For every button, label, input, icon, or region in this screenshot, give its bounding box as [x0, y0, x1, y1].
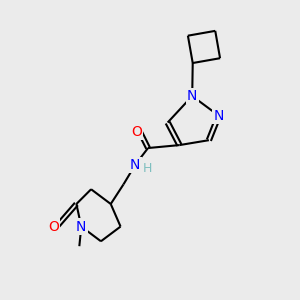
Text: N: N	[130, 158, 140, 172]
Text: N: N	[214, 109, 224, 123]
Text: N: N	[187, 89, 197, 103]
Text: H: H	[142, 162, 152, 175]
Text: O: O	[131, 125, 142, 139]
Text: O: O	[48, 220, 59, 234]
Text: N: N	[76, 220, 86, 234]
